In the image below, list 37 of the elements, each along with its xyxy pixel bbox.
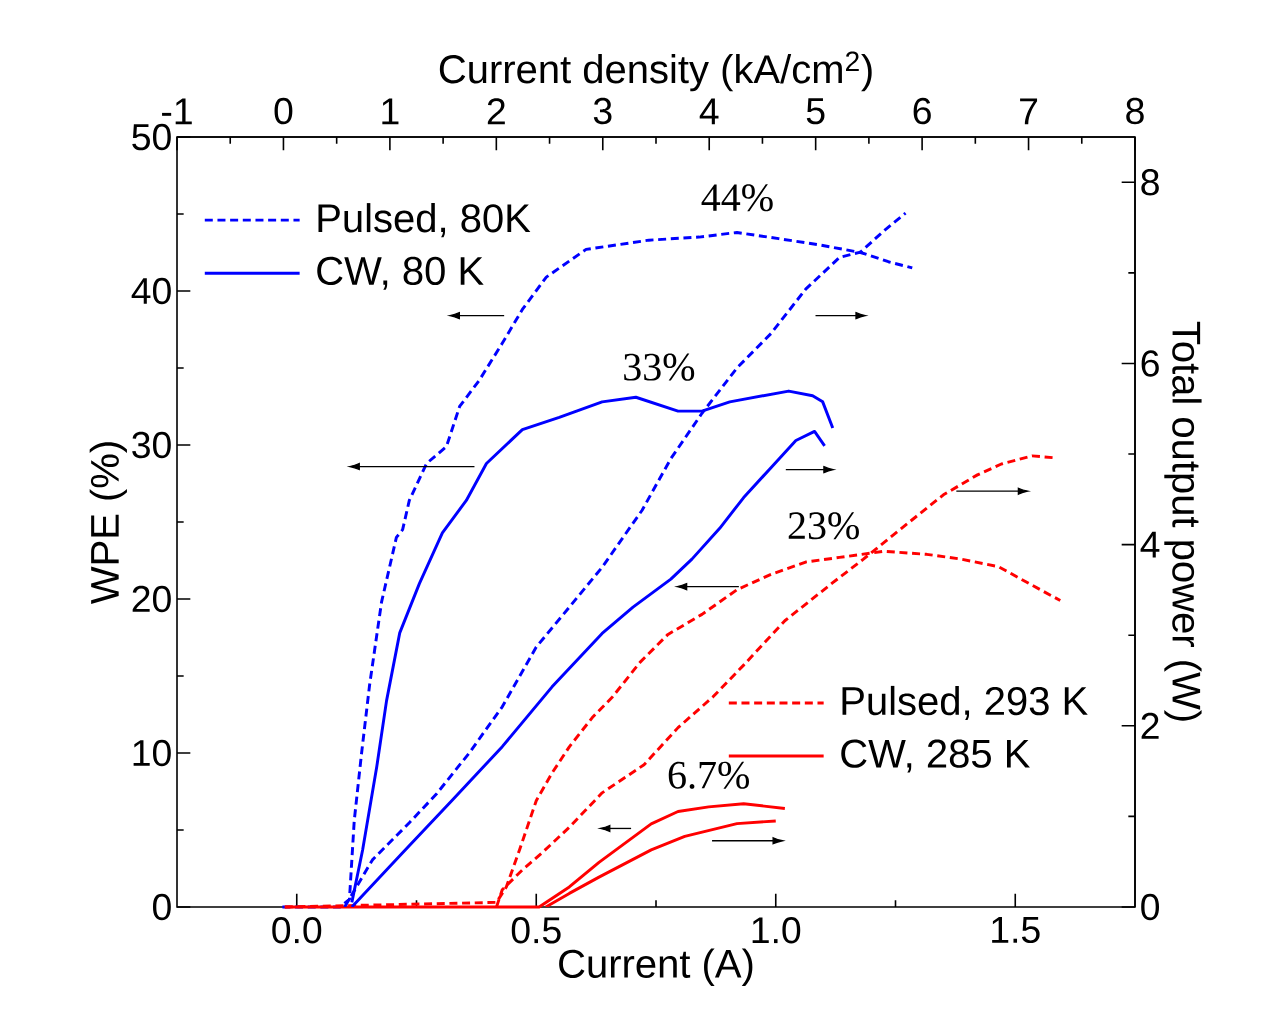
x2-tick-label: 2	[487, 98, 505, 125]
legend-label: Pulsed, 293 K	[842, 685, 1088, 720]
x-tick-label: 0.5	[511, 917, 561, 944]
y2-tick-label: 4	[1140, 531, 1160, 558]
x2-tick-label: 0	[274, 97, 293, 125]
y2-tick-label: 8	[1141, 169, 1159, 196]
x2-tick-label: 8	[1126, 97, 1144, 125]
x2-tick-label: 3	[593, 97, 612, 125]
x2-tick-label: -1	[162, 98, 192, 125]
x2-tick-label: 1	[382, 98, 399, 125]
annotation: 33%	[624, 353, 695, 381]
legend-label: CW, 285 K	[841, 739, 1030, 773]
y-axis-title: WPE (%)	[89, 442, 127, 605]
y2-tick-label: 6	[1141, 350, 1159, 377]
x-axis-title: Current (A)	[559, 948, 753, 986]
x2-tick-label: 5	[806, 98, 825, 125]
x-tick-label: 1.0	[752, 917, 801, 944]
y-tick-label: 20	[132, 585, 171, 613]
y-tick-label: 0	[152, 893, 171, 921]
x2-tick-label: 4	[699, 98, 719, 125]
annotation: 44%	[701, 184, 773, 212]
x-tick-label: 1.5	[992, 917, 1040, 944]
y2-tick-label: 0	[1141, 893, 1160, 921]
x2-tick-label: 6	[913, 97, 931, 125]
annotation: 6.7%	[668, 761, 749, 789]
x-tick-label: 0.0	[272, 917, 322, 944]
y2-tick-label: 2	[1141, 712, 1159, 739]
legend-label: Pulsed, 80K	[318, 203, 531, 238]
y-tick-label: 50	[132, 123, 171, 151]
y-tick-label: 10	[133, 739, 171, 767]
legend-label: CW, 80 K	[317, 256, 484, 290]
x2-tick-label: 7	[1020, 98, 1038, 125]
y2-axis-title: Total output power (W)	[1164, 321, 1202, 721]
x2-axis-title: Current density (kA/cm$^{2}$)	[439, 51, 872, 92]
y-tick-label: 30	[132, 431, 171, 459]
y-tick-label: 40	[131, 277, 171, 305]
annotation: 23%	[788, 512, 859, 540]
